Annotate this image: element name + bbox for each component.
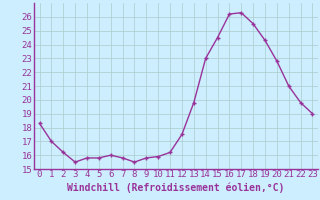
X-axis label: Windchill (Refroidissement éolien,°C): Windchill (Refroidissement éolien,°C) bbox=[67, 182, 285, 193]
